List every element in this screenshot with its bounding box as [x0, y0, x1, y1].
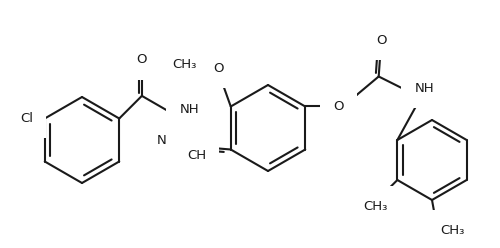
- Text: CH₃: CH₃: [363, 199, 388, 213]
- Text: O: O: [136, 53, 147, 66]
- Text: NH: NH: [414, 82, 434, 95]
- Text: CH₃: CH₃: [172, 58, 197, 71]
- Text: O: O: [333, 100, 344, 113]
- Text: N: N: [157, 134, 166, 147]
- Text: CH₃: CH₃: [440, 223, 464, 237]
- Text: O: O: [214, 62, 224, 75]
- Text: NH: NH: [180, 103, 199, 116]
- Text: Cl: Cl: [20, 112, 33, 125]
- Text: CH: CH: [187, 149, 206, 162]
- Text: O: O: [376, 34, 387, 47]
